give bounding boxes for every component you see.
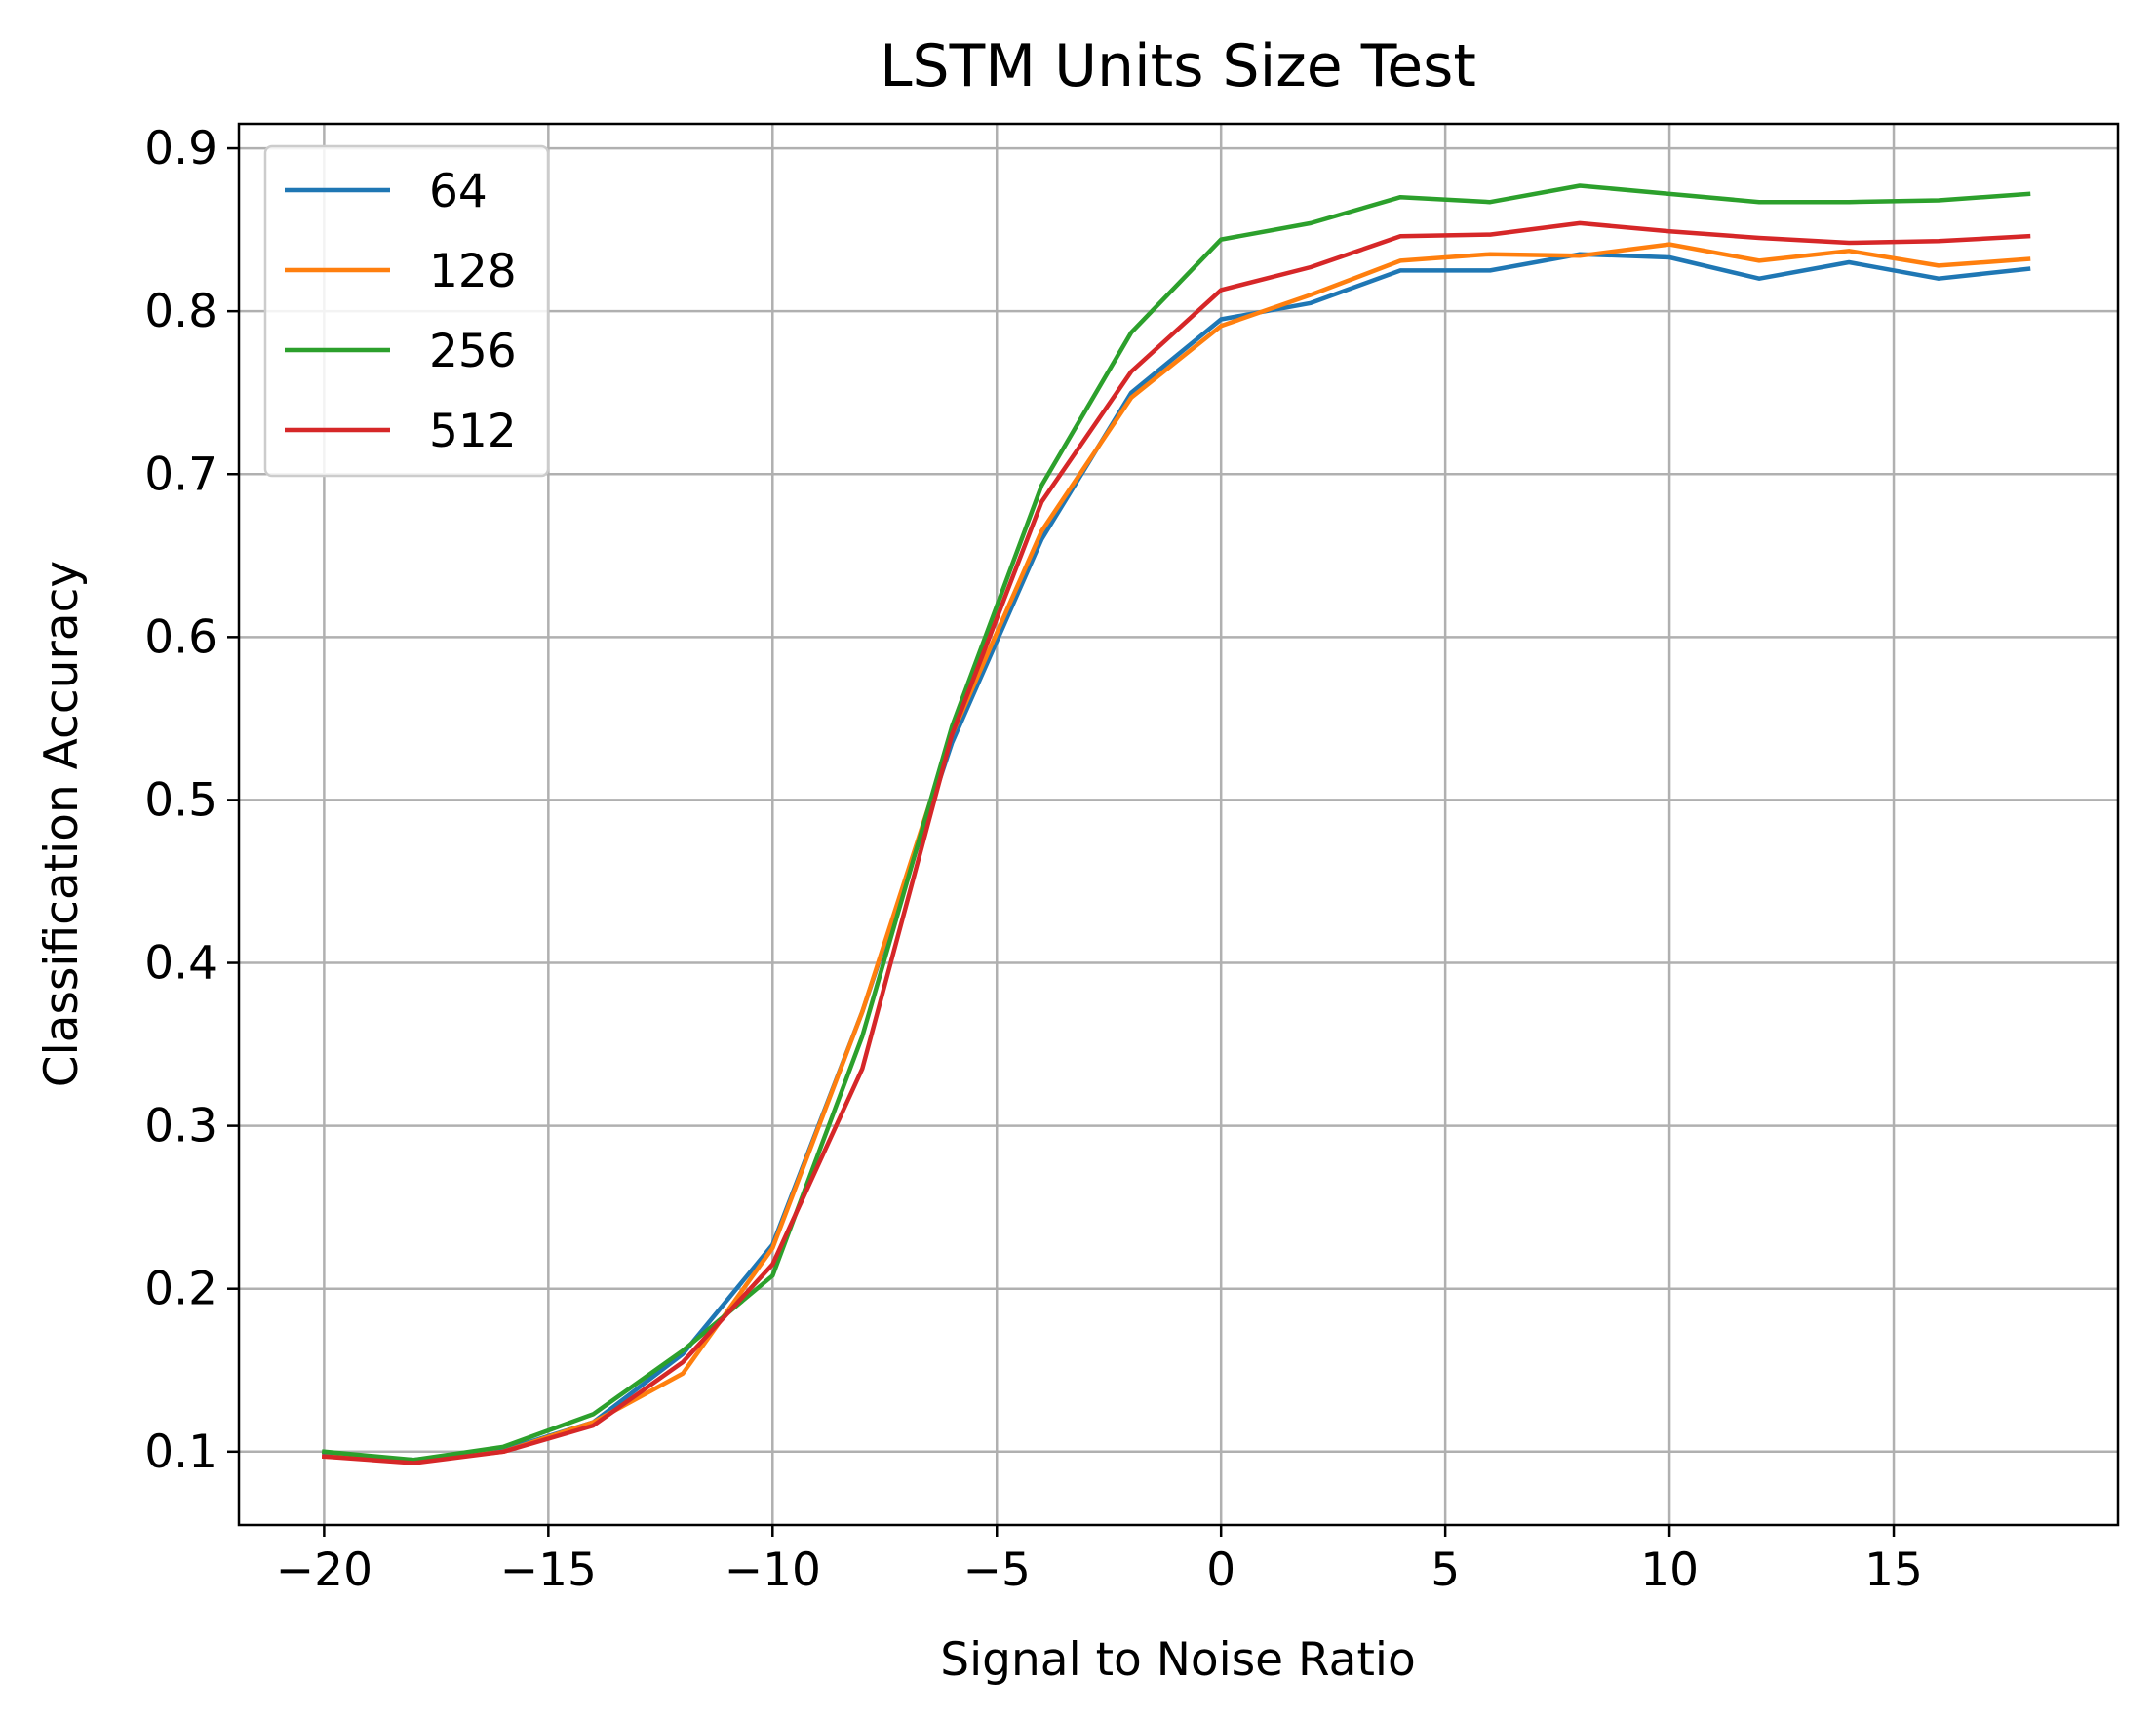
series-lines xyxy=(321,183,2031,1465)
x-tick-label: −5 xyxy=(963,1543,1031,1597)
x-tick-label: 10 xyxy=(1640,1543,1699,1597)
legend-label-128: 128 xyxy=(429,245,517,298)
legend-label-64: 64 xyxy=(429,165,488,218)
x-tick-label: 15 xyxy=(1864,1543,1923,1597)
y-tick-label: 0.4 xyxy=(144,937,217,991)
chart-title: LSTM Units Size Test xyxy=(880,32,1476,100)
legend: 64 128 256 512 xyxy=(263,144,550,478)
y-tick-label: 0.1 xyxy=(144,1426,217,1479)
x-tick-label: 5 xyxy=(1431,1543,1460,1597)
y-tick-label: 0.7 xyxy=(144,448,217,501)
legend-label-512: 512 xyxy=(429,405,517,458)
series-line-512 xyxy=(321,220,2031,1465)
y-tick-label: 0.2 xyxy=(144,1263,217,1316)
legend-box xyxy=(263,144,550,478)
series-line-256 xyxy=(321,183,2031,1463)
plot-frame xyxy=(237,122,2120,1527)
y-axis: 0.1 0.2 0.3 0.4 0.5 0.6 0.7 0.8 0.9 xyxy=(144,122,239,1479)
x-tick-label: −10 xyxy=(725,1543,821,1597)
x-tick-label: −15 xyxy=(500,1543,597,1597)
legend-label-256: 256 xyxy=(429,325,517,378)
y-tick-label: 0.8 xyxy=(144,285,217,338)
y-tick-label: 0.6 xyxy=(144,610,217,664)
x-axis-label: Signal to Noise Ratio xyxy=(940,1633,1415,1687)
y-tick-label: 0.9 xyxy=(144,122,217,176)
grid-lines xyxy=(239,124,2118,1525)
y-tick-label: 0.3 xyxy=(144,1100,217,1153)
y-tick-label: 0.5 xyxy=(144,773,217,827)
x-axis: −20 −15 −10 −5 0 5 10 15 xyxy=(276,1525,1923,1597)
x-tick-label: 0 xyxy=(1206,1543,1235,1597)
y-axis-label: Classification Accuracy xyxy=(35,561,89,1088)
x-tick-label: −20 xyxy=(276,1543,372,1597)
series-line-64 xyxy=(322,252,2031,1463)
